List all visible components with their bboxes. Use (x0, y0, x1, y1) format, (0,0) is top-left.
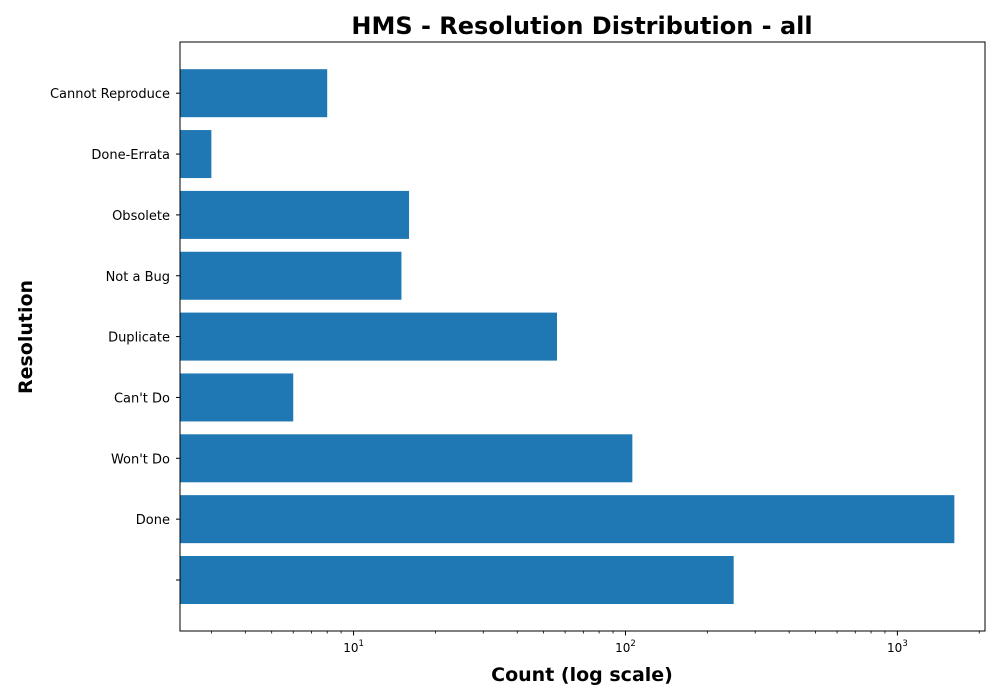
chart-title: HMS - Resolution Distribution - all (351, 12, 812, 40)
bar (180, 251, 402, 300)
x-tick-label-base: 10 (343, 641, 358, 655)
y-axis: Done Won't Do Can't Do Duplicate Not a Bug Ob… (50, 87, 180, 581)
x-tick-label-base: 10 (615, 641, 630, 655)
x-axis: 101 102 103 (210, 631, 980, 655)
x-tick-label: 101 (343, 639, 364, 655)
x-tick-label-exponent: 2 (630, 639, 635, 649)
y-tick-label: Won't Do (111, 452, 170, 467)
y-tick-label: Not a Bug (106, 270, 170, 285)
bar (180, 190, 410, 239)
bar (180, 434, 633, 483)
x-tick-label-exponent: 1 (358, 639, 363, 649)
bar (180, 373, 294, 422)
y-tick-label: Obsolete (112, 209, 170, 224)
bars-group (180, 69, 955, 604)
bar (180, 495, 955, 544)
y-axis-label: Resolution (15, 280, 37, 394)
x-tick-label-exponent: 3 (902, 639, 907, 649)
y-tick-label: Cannot Reproduce (50, 87, 170, 102)
y-tick-label: Duplicate (108, 331, 170, 346)
bar (180, 556, 734, 604)
x-tick-label-base: 10 (887, 641, 902, 655)
x-tick-label: 103 (887, 639, 908, 655)
y-tick-label: Done-Errata (91, 148, 170, 163)
bar (180, 130, 212, 179)
y-tick-label: Done (136, 513, 170, 528)
bar (180, 312, 557, 361)
y-tick-label: Can't Do (114, 391, 170, 406)
bar (180, 69, 328, 118)
x-tick-label: 102 (615, 639, 636, 655)
x-axis-label: Count (log scale) (491, 664, 673, 686)
